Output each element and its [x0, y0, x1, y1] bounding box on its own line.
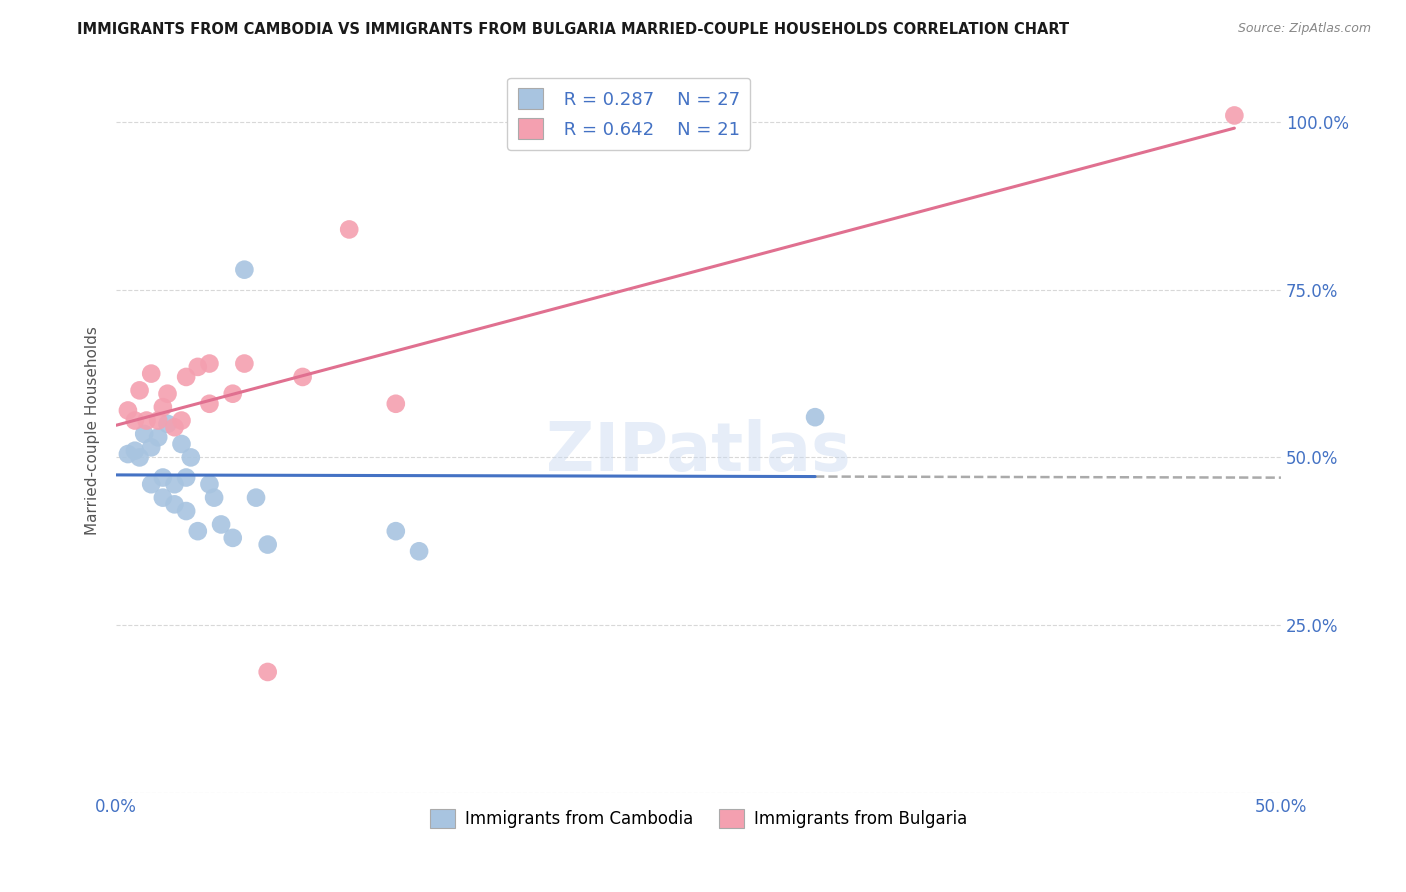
Point: [124, 413, 146, 427]
Point: [202, 491, 225, 505]
Point: [148, 430, 170, 444]
Legend: Immigrants from Cambodia, Immigrants from Bulgaria: Immigrants from Cambodia, Immigrants fro…: [423, 803, 973, 835]
Point: [141, 367, 163, 381]
Point: [124, 443, 146, 458]
Y-axis label: Married-couple Households: Married-couple Households: [86, 326, 100, 535]
Text: ZIPatlas: ZIPatlas: [547, 419, 851, 485]
Point: [174, 504, 197, 518]
Point: [256, 538, 278, 552]
Point: [163, 420, 186, 434]
Point: [198, 357, 221, 371]
Point: [117, 403, 139, 417]
Point: [128, 450, 150, 465]
Point: [148, 413, 170, 427]
Point: [141, 477, 163, 491]
Point: [198, 477, 221, 491]
Point: [152, 400, 174, 414]
Point: [209, 517, 232, 532]
Point: [256, 665, 278, 679]
Point: [408, 544, 430, 558]
Point: [174, 470, 197, 484]
Point: [804, 410, 827, 425]
Point: [152, 470, 174, 484]
Point: [180, 450, 202, 465]
Point: [1223, 108, 1246, 122]
Point: [152, 491, 174, 505]
Point: [156, 386, 179, 401]
Point: [385, 397, 408, 411]
Point: [134, 426, 156, 441]
Point: [174, 370, 197, 384]
Point: [222, 386, 245, 401]
Point: [128, 384, 150, 398]
Point: [156, 417, 179, 431]
Text: IMMIGRANTS FROM CAMBODIA VS IMMIGRANTS FROM BULGARIA MARRIED-COUPLE HOUSEHOLDS C: IMMIGRANTS FROM CAMBODIA VS IMMIGRANTS F…: [77, 22, 1070, 37]
Text: Source: ZipAtlas.com: Source: ZipAtlas.com: [1237, 22, 1371, 36]
Point: [170, 437, 193, 451]
Point: [163, 477, 186, 491]
Point: [233, 357, 256, 371]
Point: [135, 413, 157, 427]
Point: [117, 447, 139, 461]
Point: [141, 441, 163, 455]
Point: [245, 491, 267, 505]
Point: [222, 531, 245, 545]
Point: [163, 497, 186, 511]
Point: [198, 397, 221, 411]
Point: [233, 262, 256, 277]
Point: [337, 222, 360, 236]
Point: [187, 524, 209, 538]
Point: [170, 413, 193, 427]
Point: [385, 524, 408, 538]
Point: [291, 370, 314, 384]
Point: [187, 359, 209, 374]
